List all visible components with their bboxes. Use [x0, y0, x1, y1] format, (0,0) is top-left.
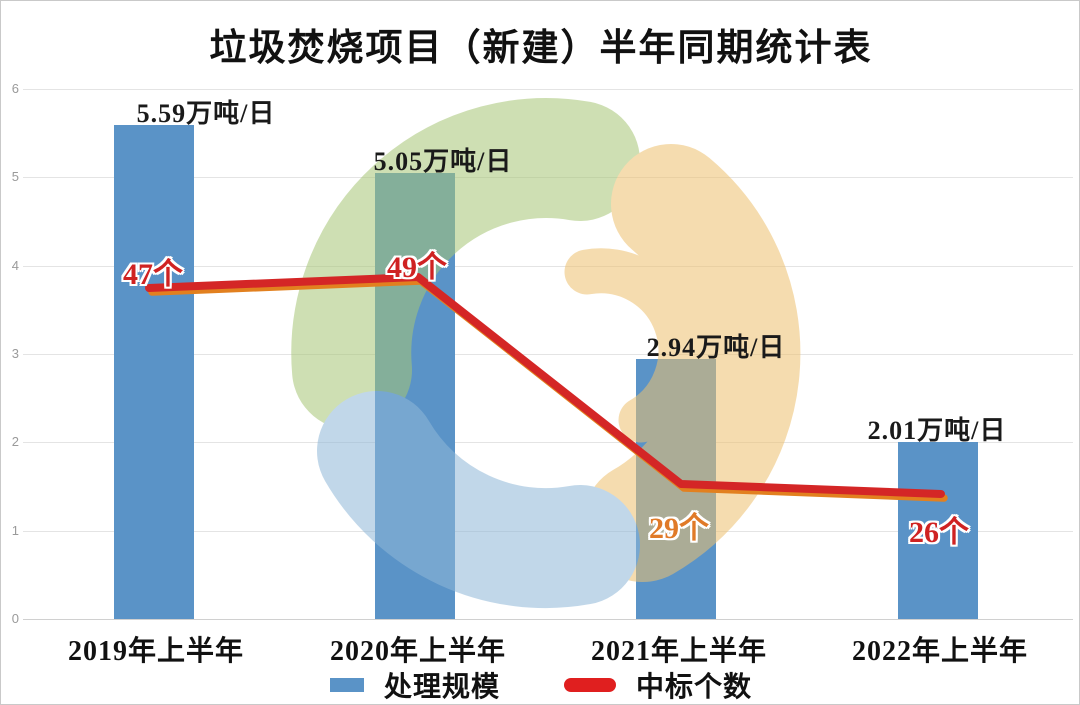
legend-item-line: 中标个数	[564, 665, 753, 704]
x-axis-baseline	[23, 619, 1073, 620]
line-point-label-2022: 26个	[909, 516, 969, 549]
line-point-label-2019: 47个	[123, 258, 183, 291]
legend-bar-label: 处理规模	[383, 672, 500, 703]
legend-line-label: 中标个数	[636, 672, 753, 703]
y-tick-label: 1	[11, 523, 19, 538]
y-tick-label: 5	[11, 169, 19, 184]
bar-value-label-2022: 2.01万吨/日	[867, 416, 1007, 445]
bar-2019	[114, 125, 194, 619]
line-point-label-2020: 49个	[387, 251, 447, 284]
y-tick-label: 6	[11, 81, 19, 96]
line-point-label-2021: 29个	[649, 512, 709, 545]
x-axis-label-2020: 2020年上半年	[329, 636, 506, 667]
y-tick-label: 2	[11, 434, 19, 449]
y-tick-label: 4	[11, 258, 19, 273]
x-axis-label-2022: 2022年上半年	[851, 636, 1028, 667]
x-axis-label-2019: 2019年上半年	[67, 636, 244, 667]
gridline-6	[23, 89, 1073, 90]
bar-legend-swatch-icon	[329, 678, 364, 692]
x-axis-label-2021: 2021年上半年	[590, 636, 767, 667]
bar-value-label-2019: 5.59万吨/日	[136, 99, 276, 128]
trend-line-orange-shadow	[148, 277, 948, 502]
legend: 处理规模 中标个数	[1, 665, 1079, 704]
y-tick-label: 0	[11, 611, 19, 626]
y-tick-label: 3	[11, 346, 19, 361]
bar-2021	[636, 359, 716, 619]
chart-title: 垃圾焚烧项目（新建）半年同期统计表	[209, 28, 873, 69]
trend-line-red	[145, 273, 945, 498]
bar-2020	[375, 173, 455, 619]
bar-value-label-2020: 5.05万吨/日	[373, 147, 513, 176]
line-legend-swatch-icon	[564, 678, 616, 692]
bar-value-label-2021: 2.94万吨/日	[646, 333, 786, 362]
legend-item-bar: 处理规模	[329, 665, 500, 704]
